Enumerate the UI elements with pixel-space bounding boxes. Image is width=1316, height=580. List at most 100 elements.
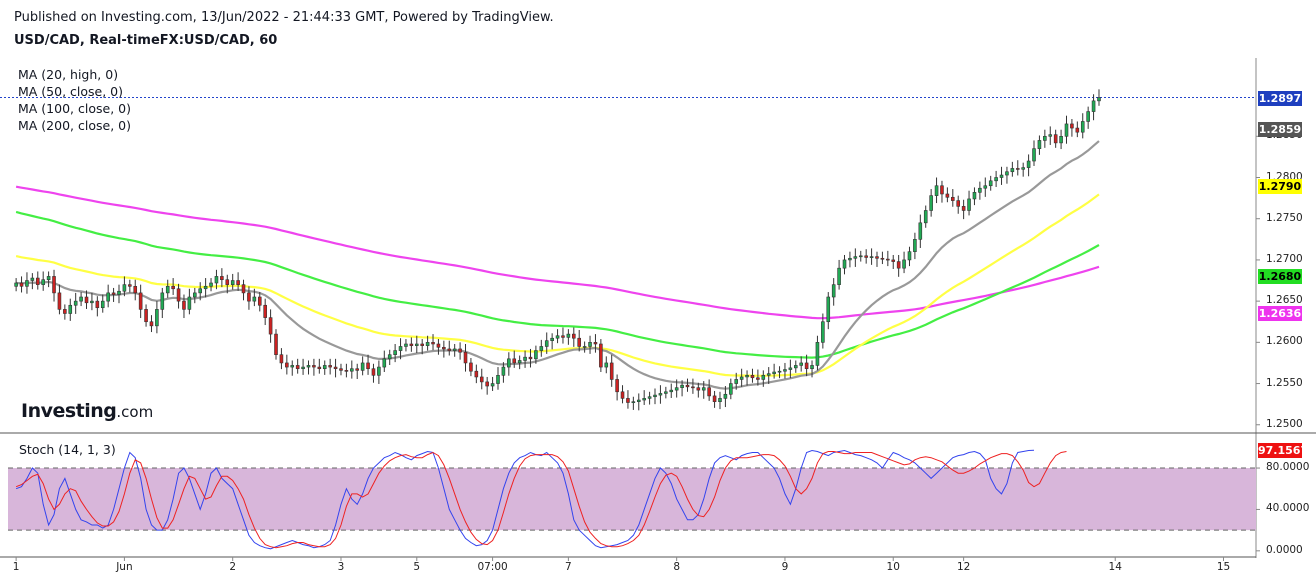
stoch-d-line: [15, 451, 1067, 549]
candle-body: [604, 362, 609, 368]
candle-body: [1048, 134, 1053, 137]
candle-body: [978, 187, 982, 193]
candle-body: [810, 365, 814, 370]
candle-body: [409, 343, 414, 346]
candle-body: [463, 351, 468, 364]
candle-body: [171, 285, 175, 290]
candle-body: [696, 387, 701, 391]
candle-body: [322, 365, 327, 370]
ma-legend: MA (20, high, 0) MA (50, close, 0) MA (1…: [18, 66, 131, 134]
candle-body: [350, 368, 354, 372]
candle-body: [90, 300, 94, 304]
candle-body: [360, 362, 365, 371]
candle-body: [30, 277, 35, 281]
candle-body: [669, 389, 674, 393]
candle-body: [647, 396, 652, 399]
candle-body: [1032, 148, 1036, 162]
candle-body: [138, 292, 143, 310]
candle-body: [84, 296, 89, 304]
candle-body: [485, 381, 489, 387]
candle-body: [1064, 123, 1069, 137]
candle-body: [891, 259, 896, 262]
candle-body: [826, 296, 831, 323]
candle-body: [247, 292, 251, 302]
candle-body: [902, 259, 906, 269]
candle-body: [615, 379, 619, 393]
candle-body: [1086, 111, 1090, 122]
candle-body: [79, 296, 83, 302]
candle-body: [106, 292, 110, 302]
candle-body: [658, 393, 663, 396]
candle-body: [41, 279, 45, 285]
candle-body: [236, 280, 240, 285]
candle-body: [1080, 121, 1085, 133]
candle-body: [913, 239, 917, 252]
candle-body: [333, 366, 338, 370]
candle-body: [528, 356, 533, 360]
candle-body: [52, 276, 56, 294]
stoch-tick-label: 0.0000: [1266, 543, 1303, 556]
candle-body: [864, 255, 868, 258]
candle-body: [404, 343, 408, 347]
time-tick-label: 3: [337, 561, 345, 573]
candle-body: [263, 304, 267, 318]
candle-body: [837, 267, 841, 285]
candle-body: [534, 350, 538, 360]
stoch-legend: Stoch (14, 1, 3): [19, 442, 116, 457]
candle-body: [25, 280, 29, 287]
candle-body: [252, 296, 257, 302]
candle-body: [804, 362, 809, 370]
published-line: Published on Investing.com, 13/Jun/2022 …: [14, 10, 554, 25]
candle-body: [701, 387, 706, 391]
candle-body: [848, 257, 852, 261]
candle-body: [220, 276, 224, 281]
candle-body: [777, 370, 782, 373]
price-tick-label: 1.2500: [1266, 417, 1303, 430]
price-badge-4: 1.2636: [1258, 305, 1302, 321]
candle-body: [382, 358, 387, 368]
candle-body: [490, 383, 495, 387]
candle-body: [875, 256, 879, 259]
candle-body: [664, 391, 668, 394]
candle-body: [57, 292, 62, 310]
candle-body: [907, 251, 912, 261]
candle-body: [1021, 167, 1025, 170]
candle-body: [756, 377, 760, 380]
candle-body: [750, 375, 755, 379]
candle-body: [729, 383, 733, 395]
candle-body: [301, 366, 305, 370]
candle-body: [46, 276, 51, 281]
candle-body: [149, 321, 154, 327]
candle-body: [431, 342, 435, 345]
candle-body: [230, 280, 235, 285]
ma50-line: [15, 193, 1100, 377]
price-badge-1: 1.2859: [1258, 121, 1302, 137]
candle-body: [588, 342, 592, 347]
candle-body: [999, 174, 1004, 178]
time-tick-label: 07:00: [477, 561, 508, 573]
candle-body: [680, 384, 684, 388]
candle-body: [1026, 160, 1031, 168]
time-tick-label: 12: [956, 561, 971, 573]
candle-body: [626, 398, 630, 403]
candle-body: [436, 343, 441, 348]
candle-body: [290, 365, 295, 368]
candle-body: [344, 370, 349, 372]
candle-body: [842, 259, 847, 269]
candle-body: [176, 288, 181, 302]
time-tick-label: 15: [1216, 561, 1231, 573]
candle-body: [268, 317, 273, 335]
candle-body: [507, 358, 511, 368]
candle-body: [420, 343, 424, 346]
candle-body: [718, 398, 722, 402]
time-tick-label: 7: [565, 561, 572, 573]
candle-body: [225, 279, 230, 285]
price-badge-2: 1.2790: [1258, 178, 1302, 194]
investing-logo: Investing.com: [21, 400, 154, 422]
time-tick-label: 14: [1108, 561, 1122, 573]
candle-body: [160, 292, 165, 310]
candle-body: [312, 365, 316, 368]
candle-body: [366, 362, 370, 370]
candle-body: [512, 358, 517, 364]
candle-body: [599, 343, 603, 368]
